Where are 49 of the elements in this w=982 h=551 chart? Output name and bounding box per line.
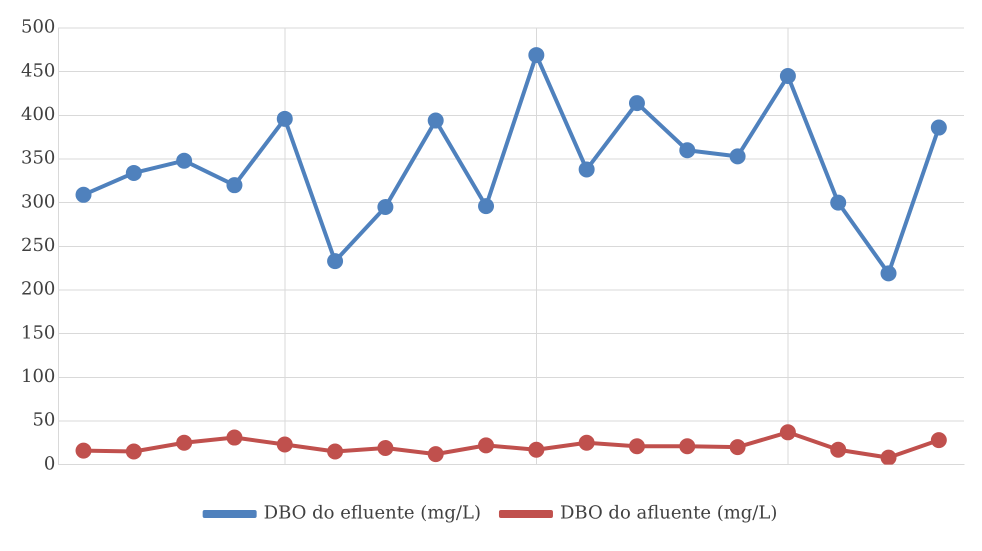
point (478, 198, 494, 214)
y-tick-label: 300 (20, 191, 56, 212)
point (377, 199, 394, 216)
point (628, 438, 645, 454)
point (327, 253, 344, 270)
point (76, 186, 92, 203)
point (428, 112, 444, 129)
point (679, 142, 696, 158)
y-tick-label: 400 (20, 104, 56, 125)
y-tick-label: 150 (20, 322, 56, 344)
point (226, 430, 242, 446)
point (478, 437, 494, 454)
point (679, 438, 696, 454)
y-tick-label: 0 (44, 453, 56, 474)
point (830, 194, 846, 211)
point (930, 432, 947, 448)
y-tick-label: 200 (20, 278, 56, 300)
y-tick-label: 350 (20, 148, 56, 169)
point (780, 68, 796, 84)
point (578, 434, 595, 451)
legend-label: DBO do afluente (mg/L) (560, 502, 778, 524)
y-tick-label: 50 (32, 410, 56, 431)
point (780, 424, 796, 440)
point (578, 161, 595, 178)
point (930, 120, 947, 136)
point (528, 47, 544, 64)
point (528, 442, 544, 458)
point (428, 446, 444, 462)
point (377, 440, 394, 456)
point (126, 444, 142, 460)
y-tick-label: 500 (20, 16, 56, 38)
y-tick-label: 450 (20, 60, 56, 82)
point (730, 148, 746, 164)
point (176, 434, 192, 451)
point (730, 439, 746, 456)
point (76, 442, 92, 459)
point (276, 110, 293, 127)
point (226, 177, 242, 194)
point (176, 152, 192, 169)
point (327, 444, 344, 460)
point (830, 442, 846, 458)
point (628, 95, 645, 112)
y-tick-label: 100 (20, 366, 56, 387)
legend-label: DBO do efluente (mg/L) (264, 502, 481, 524)
y-tick-label: 250 (20, 234, 56, 256)
point (126, 164, 142, 181)
point (880, 265, 897, 282)
point (276, 436, 293, 453)
point (880, 450, 897, 465)
